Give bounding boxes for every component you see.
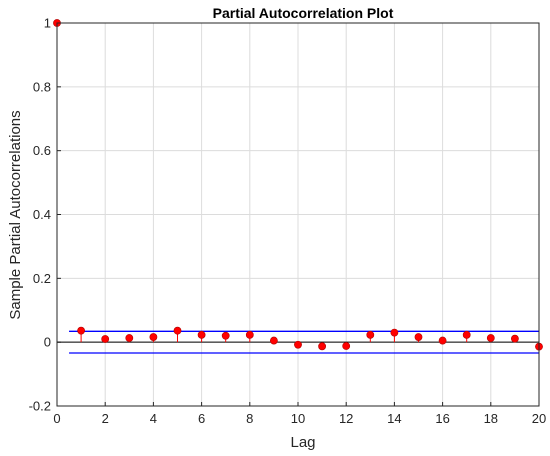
y-tick-label: 0.6 <box>33 143 51 158</box>
x-tick-label: 12 <box>339 411 353 426</box>
stem-marker <box>511 334 519 343</box>
chart-title: Partial Autocorrelation Plot <box>213 5 394 21</box>
y-tick-labels: -0.2 0 0.2 0.4 0.6 0.8 1 <box>29 16 51 414</box>
x-tick-labels: 0 2 4 6 8 10 12 14 16 18 20 <box>53 411 546 426</box>
stem-marker <box>197 330 206 339</box>
y-tick-label: -0.2 <box>29 399 51 414</box>
x-tick-label: 10 <box>291 411 305 426</box>
x-tick-label: 14 <box>387 411 401 426</box>
stem-marker <box>101 335 110 343</box>
y-tick-label: 0.8 <box>33 79 51 94</box>
stem-marker <box>366 330 375 339</box>
y-tick-label: 0.4 <box>33 207 51 222</box>
x-tick-label: 20 <box>532 411 546 426</box>
x-tick-label: 18 <box>484 411 498 426</box>
stem-marker <box>149 333 158 341</box>
y-tick-label: 0 <box>44 335 51 350</box>
y-tick-label: 0.2 <box>33 271 51 286</box>
x-tick-label: 4 <box>150 411 157 426</box>
stem-marker <box>342 342 351 350</box>
stem-marker <box>269 336 278 345</box>
stem-marker <box>294 340 302 349</box>
stem-marker <box>245 330 254 339</box>
x-tick-label: 2 <box>102 411 109 426</box>
confidence-bounds <box>69 330 539 354</box>
y-tick-label: 1 <box>44 16 51 31</box>
stem-marker <box>438 336 447 345</box>
stem-marker <box>462 330 471 339</box>
x-tick-label: 0 <box>53 411 60 426</box>
x-axis-label: Lag <box>290 434 315 451</box>
stem-marker <box>221 331 230 340</box>
stem-marker <box>318 342 326 351</box>
plot-frame <box>56 22 540 407</box>
x-tick-label: 6 <box>198 411 205 426</box>
stem-marker <box>414 333 423 341</box>
x-tick-label: 8 <box>246 411 253 426</box>
y-axis-label: Sample Partial Autocorrelations <box>7 110 24 319</box>
stem-marker <box>125 334 134 342</box>
x-tick-label: 16 <box>435 411 449 426</box>
stem-marker <box>77 326 85 335</box>
stem-marker <box>390 328 399 337</box>
stem-marker <box>173 326 182 335</box>
stem-marker <box>486 334 495 342</box>
